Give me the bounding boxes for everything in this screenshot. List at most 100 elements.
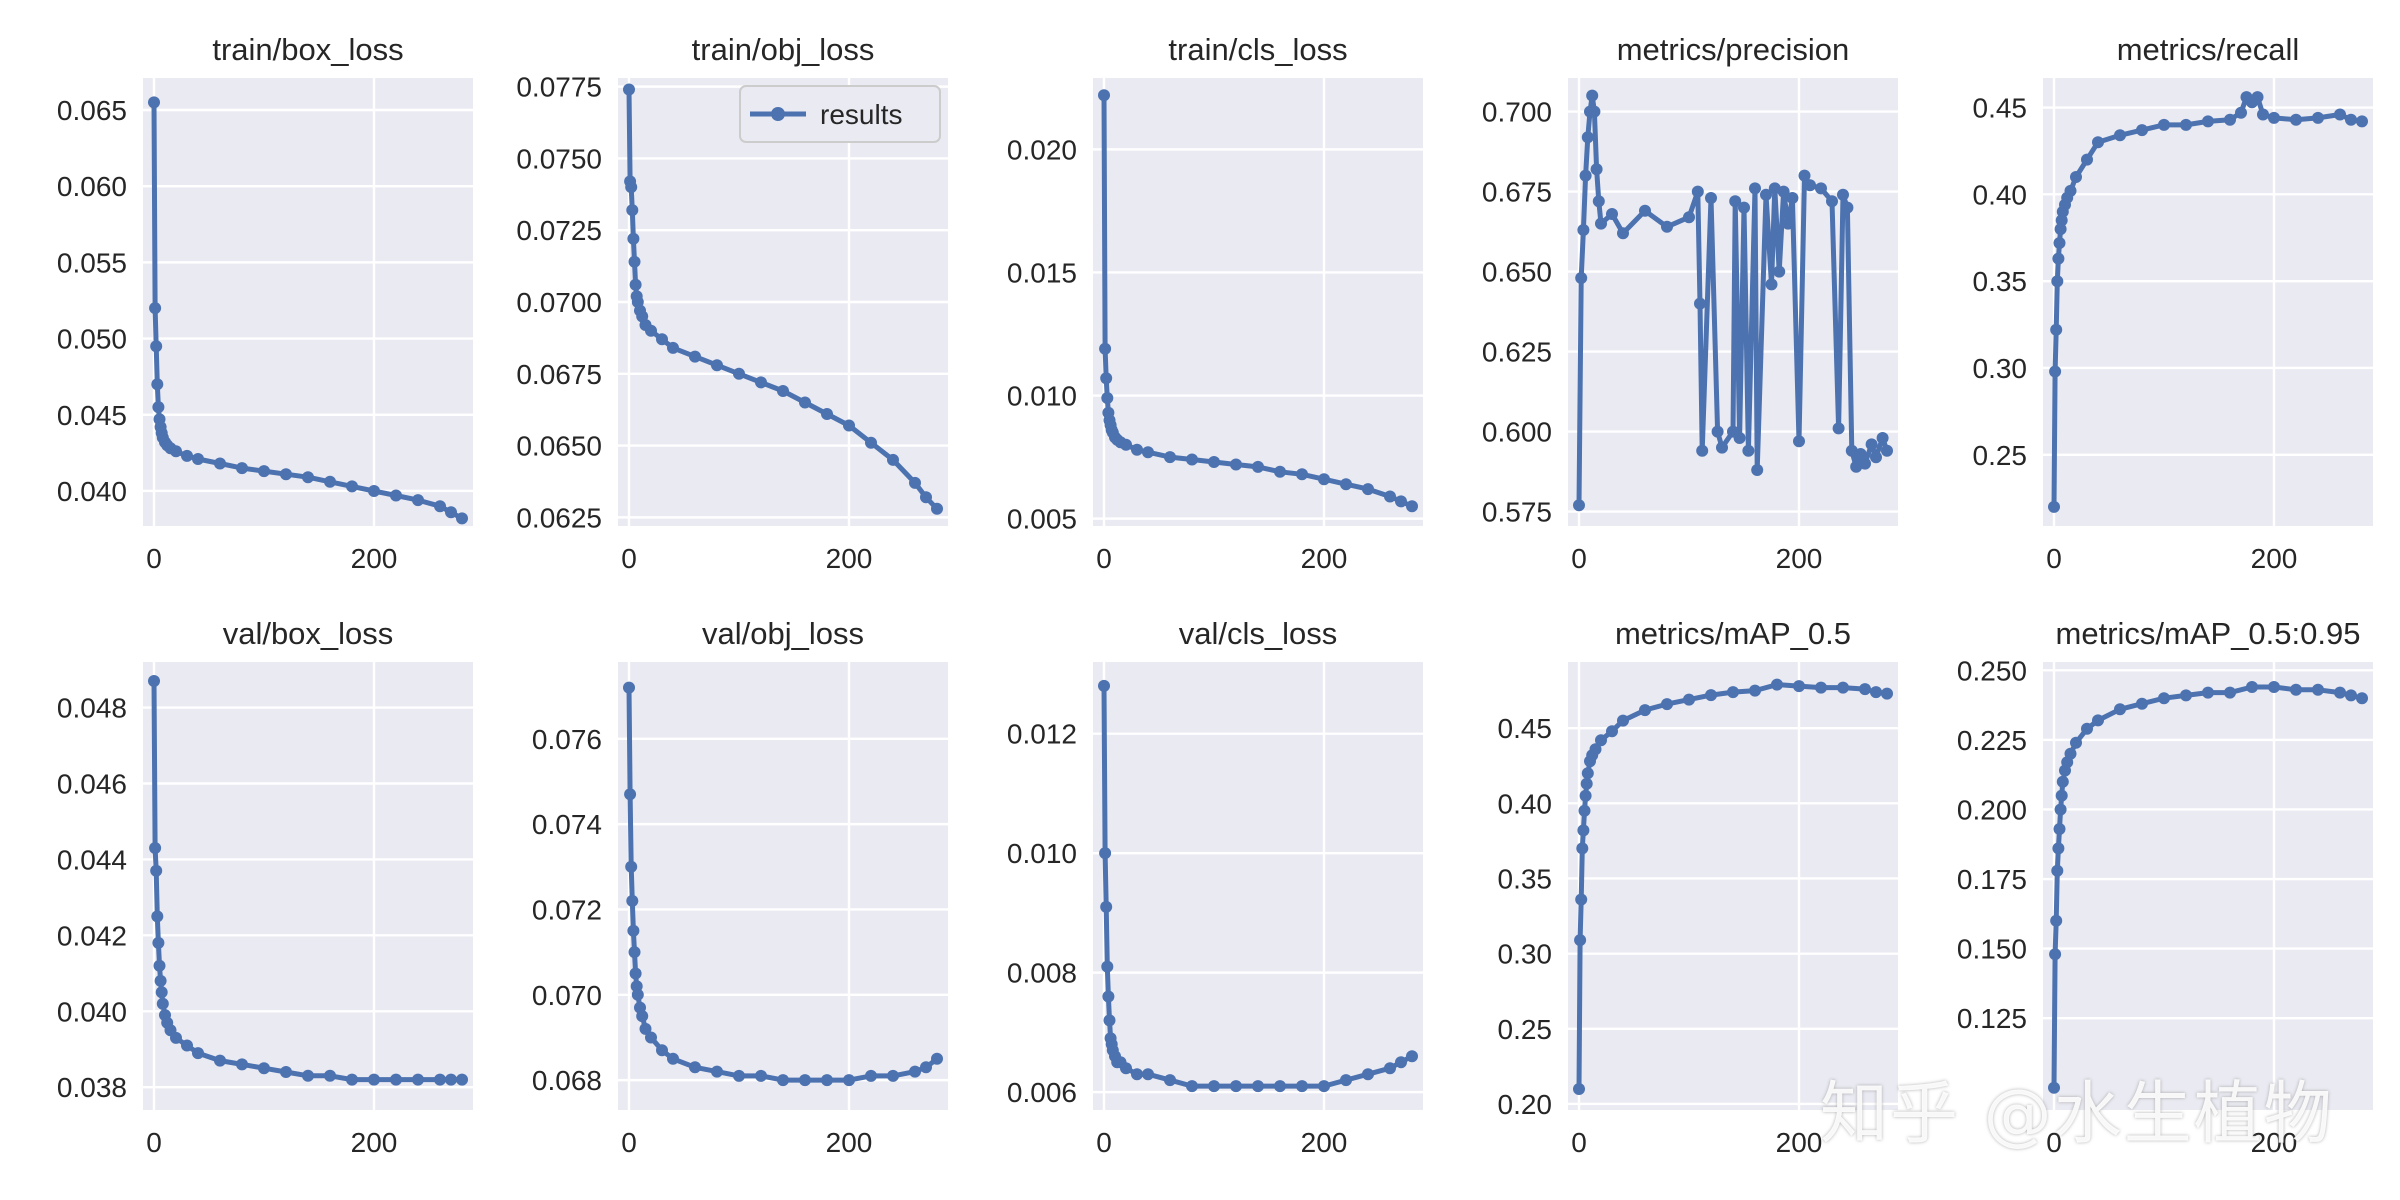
y-tick-label: 0.30 [1973, 353, 2028, 384]
series-line [151, 680, 462, 1083]
data-point [148, 96, 160, 109]
data-point [887, 453, 899, 466]
data-point [1749, 182, 1761, 195]
data-point [1592, 195, 1605, 208]
data-point [1101, 392, 1114, 404]
chart-title: val/box_loss [223, 616, 394, 651]
series-line [1576, 682, 1888, 1090]
data-point [626, 204, 639, 217]
data-point [302, 1069, 314, 1082]
data-point [1574, 934, 1587, 947]
data-point [2051, 275, 2064, 288]
data-point [1683, 211, 1695, 224]
data-point [1793, 680, 1805, 693]
data-point [152, 401, 165, 414]
x-tick-label: 0 [1571, 543, 1587, 574]
data-point [2356, 692, 2368, 705]
y-tick-label: 0.40 [1498, 788, 1553, 819]
data-point [2048, 500, 2060, 513]
panel-metrics-recall: 0.25 0.30 0.35 0.40 0.45 0 200 metrics/recall [1973, 32, 2373, 574]
y-tick-label: 0.005 [1007, 504, 1077, 535]
data-point [258, 465, 270, 478]
data-point [434, 500, 446, 513]
panel-val-cls-loss: 0.006 0.008 0.010 0.012 0 200 val/cls_loss [1007, 616, 1423, 1158]
data-point [1577, 224, 1590, 236]
panel-train-box-loss-background [143, 78, 473, 526]
data-point [1406, 1050, 1418, 1063]
data-point [624, 788, 637, 801]
y-tick-label: 0.150 [1957, 934, 2027, 965]
y-tick-label: 0.045 [57, 400, 127, 431]
y-tick-label: 0.055 [57, 247, 127, 278]
data-point [1639, 204, 1651, 217]
data-point [733, 1069, 745, 1082]
data-point [1575, 272, 1588, 284]
panel-train-obj-loss: 0.0625 0.0650 0.0675 0.0700 0.0725 0.0750 0.07… [516, 32, 948, 574]
data-point [149, 302, 162, 315]
data-point [1103, 1014, 1116, 1027]
data-point [2055, 214, 2068, 227]
data-point [623, 83, 635, 96]
data-point [2054, 803, 2067, 816]
data-point [1729, 195, 1742, 208]
data-point [2312, 683, 2324, 696]
x-tick-label: 0 [2046, 543, 2062, 574]
y-tick-label: 0.0725 [516, 215, 602, 246]
data-point [153, 959, 166, 972]
data-point [2136, 124, 2148, 137]
y-tick-label: 0.042 [57, 920, 127, 951]
data-point [1318, 473, 1330, 486]
data-point [2092, 136, 2104, 149]
data-point [623, 681, 635, 694]
data-point [2334, 686, 2346, 699]
x-tick-label: 200 [1776, 1127, 1823, 1158]
data-point [1100, 900, 1113, 913]
y-tick-label: 0.068 [532, 1065, 602, 1096]
data-point [777, 1074, 789, 1087]
chart-title: metrics/mAP_0.5 [1615, 616, 1851, 651]
data-point [1098, 679, 1110, 692]
x-tick-label: 0 [1571, 1127, 1587, 1158]
data-point [755, 1069, 767, 1082]
data-point [1777, 185, 1790, 198]
data-point [1771, 678, 1783, 691]
data-point [1099, 847, 1112, 860]
chart-title: train/obj_loss [692, 32, 875, 67]
data-point [2052, 252, 2065, 265]
data-point [733, 367, 745, 380]
data-point [390, 489, 402, 502]
y-tick-label: 0.200 [1957, 794, 2027, 825]
data-point [656, 333, 668, 346]
chart-title: val/cls_loss [1179, 616, 1338, 651]
data-point [628, 946, 641, 959]
data-point [909, 476, 921, 489]
data-point [1588, 105, 1601, 118]
y-tick-label: 0.125 [1957, 1003, 2027, 1034]
data-point [1252, 460, 1264, 473]
data-point [631, 988, 644, 1001]
data-point [1577, 824, 1590, 837]
data-point [2224, 113, 2236, 126]
data-point [151, 910, 164, 923]
data-point [1804, 179, 1816, 192]
y-tick-label: 0.25 [1498, 1014, 1553, 1045]
data-point [181, 1039, 193, 1052]
data-point [2312, 111, 2324, 124]
data-point [2180, 689, 2192, 702]
x-tick-label: 0 [1096, 543, 1112, 574]
data-point [2092, 714, 2104, 727]
y-tick-label: 0.250 [1957, 655, 2027, 686]
data-point [1815, 681, 1827, 694]
data-point [1639, 704, 1651, 717]
data-point [1617, 227, 1629, 240]
y-tick-label: 0.015 [1007, 257, 1077, 288]
y-tick-label: 0.038 [57, 1072, 127, 1103]
y-tick-label: 0.060 [57, 171, 127, 202]
data-point [280, 1066, 292, 1078]
chart-title: train/cls_loss [1168, 32, 1347, 67]
data-point [445, 506, 457, 519]
chart-title: val/obj_loss [702, 616, 864, 651]
panel-val-box-loss: 0.038 0.040 0.042 0.044 0.046 0.048 0 200 val/bo… [57, 616, 473, 1158]
y-tick-label: 0.065 [57, 95, 127, 126]
